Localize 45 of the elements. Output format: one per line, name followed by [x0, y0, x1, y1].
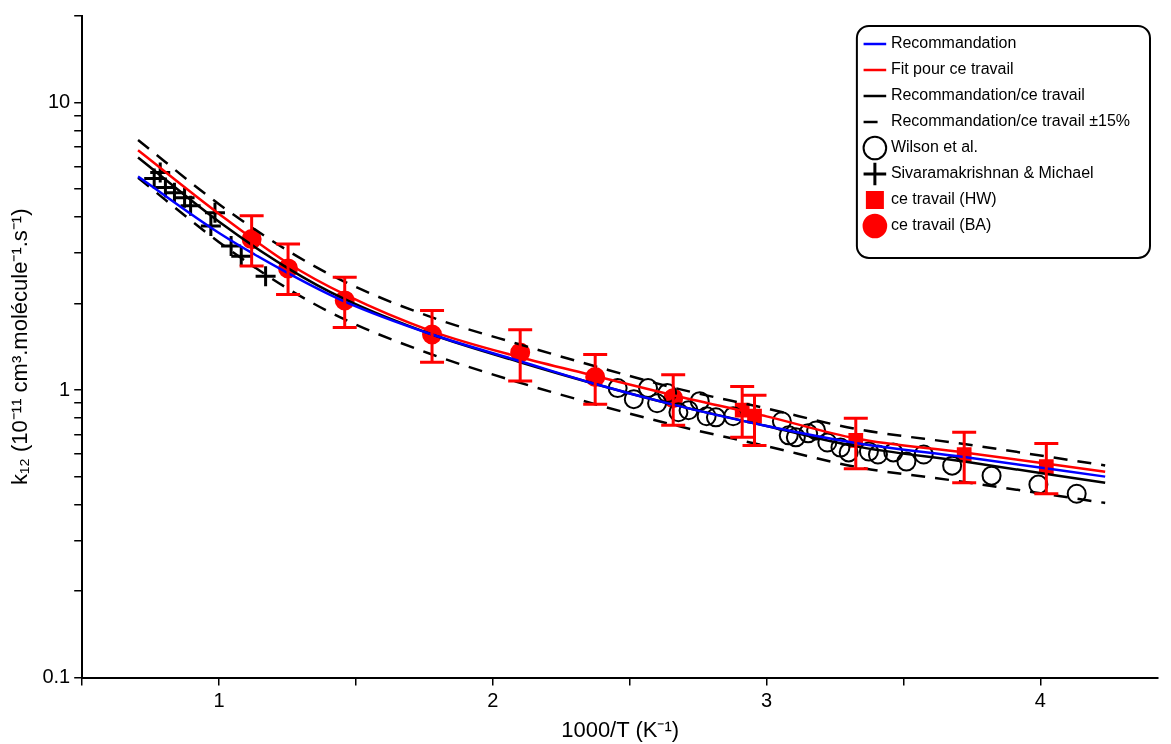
legend-label: Recommandation/ce travail ±15% — [890, 112, 1131, 130]
legend-label: Fit pour ce travail — [890, 60, 1014, 78]
point — [785, 427, 806, 448]
point — [1066, 483, 1087, 504]
point — [896, 451, 917, 472]
legend-label: Sivaramakrishnan & Michael — [890, 164, 1094, 182]
point — [817, 432, 838, 453]
y-axis-title: k₁₂ (10⁻¹¹ cm³.molécule⁻¹.s⁻¹) — [7, 208, 33, 486]
x-axis-title: 1000/T (K⁻¹) — [561, 716, 680, 742]
legend-label: ce travail (BA) — [890, 216, 992, 234]
point — [806, 420, 827, 441]
point — [678, 400, 699, 421]
x-tick-label: 3 — [760, 689, 773, 712]
x-tick-label: 2 — [487, 689, 499, 712]
legend-label: Wilson et al. — [890, 138, 979, 156]
legend-label: Recommandation — [890, 34, 1017, 52]
point — [638, 378, 659, 399]
x-tick-label: 1 — [213, 689, 225, 712]
point — [607, 378, 628, 399]
point — [647, 393, 668, 414]
point — [668, 402, 689, 423]
point — [657, 383, 678, 404]
point — [696, 406, 717, 427]
point — [830, 437, 851, 458]
point — [254, 264, 278, 288]
point — [623, 389, 644, 410]
y-tick-label: 10 — [47, 90, 71, 113]
point — [913, 444, 934, 465]
point — [981, 465, 1002, 486]
y-tick-label: 0.1 — [42, 665, 71, 688]
point — [883, 442, 904, 463]
point — [838, 442, 859, 463]
point — [778, 425, 799, 446]
legend-label: Recommandation/ce travail — [890, 86, 1085, 104]
legend-label: ce travail (HW) — [890, 190, 997, 208]
point — [705, 407, 726, 428]
point — [867, 444, 888, 465]
x-tick-label: 4 — [1034, 689, 1046, 712]
y-tick-label: 1 — [59, 377, 71, 400]
point — [858, 441, 879, 462]
point — [771, 411, 792, 432]
point — [798, 423, 819, 444]
point — [942, 455, 963, 476]
point — [689, 391, 710, 412]
point — [723, 406, 744, 427]
